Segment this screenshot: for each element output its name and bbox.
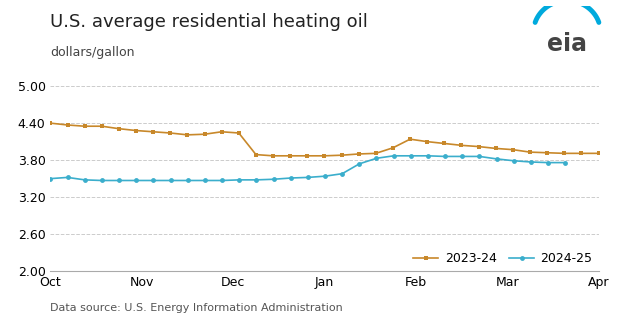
2024-25 bbox=[390, 154, 398, 158]
2024-25 bbox=[218, 179, 226, 182]
2023-24 bbox=[269, 154, 277, 158]
2024-25 bbox=[201, 179, 209, 182]
2024-25 bbox=[373, 156, 381, 160]
Text: U.S. average residential heating oil: U.S. average residential heating oil bbox=[50, 13, 369, 31]
2023-24 bbox=[543, 151, 551, 155]
2023-24 bbox=[98, 124, 106, 128]
Line: 2024-25: 2024-25 bbox=[48, 153, 568, 183]
2024-25 bbox=[184, 179, 192, 182]
2024-25 bbox=[561, 161, 569, 165]
2024-25 bbox=[476, 154, 483, 158]
2024-25 bbox=[527, 160, 535, 164]
2023-24 bbox=[492, 146, 500, 150]
Text: dollars/gallon: dollars/gallon bbox=[50, 46, 135, 59]
2024-25 bbox=[442, 154, 449, 158]
2024-25 bbox=[64, 175, 71, 179]
2024-25 bbox=[236, 178, 243, 182]
2023-24 bbox=[338, 153, 345, 157]
2024-25 bbox=[167, 179, 175, 182]
2024-25 bbox=[304, 175, 312, 179]
2023-24 bbox=[457, 144, 465, 147]
2023-24 bbox=[132, 129, 140, 132]
2023-24 bbox=[355, 152, 362, 156]
2023-24 bbox=[252, 153, 260, 157]
2024-25 bbox=[321, 174, 329, 178]
2024-25 bbox=[253, 178, 260, 182]
2023-24 bbox=[406, 137, 414, 141]
2023-24 bbox=[184, 133, 192, 137]
Legend: 2023-24, 2024-25: 2023-24, 2024-25 bbox=[413, 252, 592, 265]
2023-24 bbox=[235, 131, 243, 135]
2023-24 bbox=[47, 121, 54, 125]
2023-24 bbox=[304, 154, 311, 158]
2024-25 bbox=[338, 172, 346, 176]
2023-24 bbox=[149, 130, 157, 134]
2024-25 bbox=[407, 154, 415, 158]
2023-24 bbox=[287, 154, 294, 158]
2024-25 bbox=[510, 159, 518, 163]
2023-24 bbox=[389, 146, 397, 150]
2024-25 bbox=[287, 176, 294, 180]
2024-25 bbox=[81, 178, 88, 182]
2023-24 bbox=[201, 132, 209, 136]
2023-24 bbox=[218, 130, 226, 134]
2023-24 bbox=[423, 140, 431, 144]
2023-24 bbox=[321, 154, 328, 158]
2023-24 bbox=[561, 152, 568, 155]
2023-24 bbox=[440, 142, 448, 145]
2023-24 bbox=[526, 150, 534, 154]
Line: 2023-24: 2023-24 bbox=[48, 121, 601, 158]
2024-25 bbox=[459, 154, 466, 158]
2023-24 bbox=[578, 152, 585, 155]
2024-25 bbox=[493, 157, 500, 161]
Text: eia: eia bbox=[547, 32, 587, 56]
2024-25 bbox=[149, 179, 157, 182]
Text: Data source: U.S. Energy Information Administration: Data source: U.S. Energy Information Adm… bbox=[50, 303, 343, 313]
2023-24 bbox=[595, 152, 602, 155]
2023-24 bbox=[81, 124, 88, 128]
2023-24 bbox=[372, 152, 380, 155]
2024-25 bbox=[98, 179, 106, 182]
2024-25 bbox=[270, 177, 277, 181]
2024-25 bbox=[132, 179, 140, 182]
2023-24 bbox=[64, 123, 71, 127]
2023-24 bbox=[166, 131, 174, 135]
2024-25 bbox=[544, 161, 552, 165]
2024-25 bbox=[115, 179, 123, 182]
2024-25 bbox=[47, 177, 54, 181]
2023-24 bbox=[115, 127, 123, 130]
2024-25 bbox=[424, 154, 432, 158]
2024-25 bbox=[355, 162, 363, 166]
2023-24 bbox=[475, 145, 483, 148]
2023-24 bbox=[509, 148, 517, 152]
